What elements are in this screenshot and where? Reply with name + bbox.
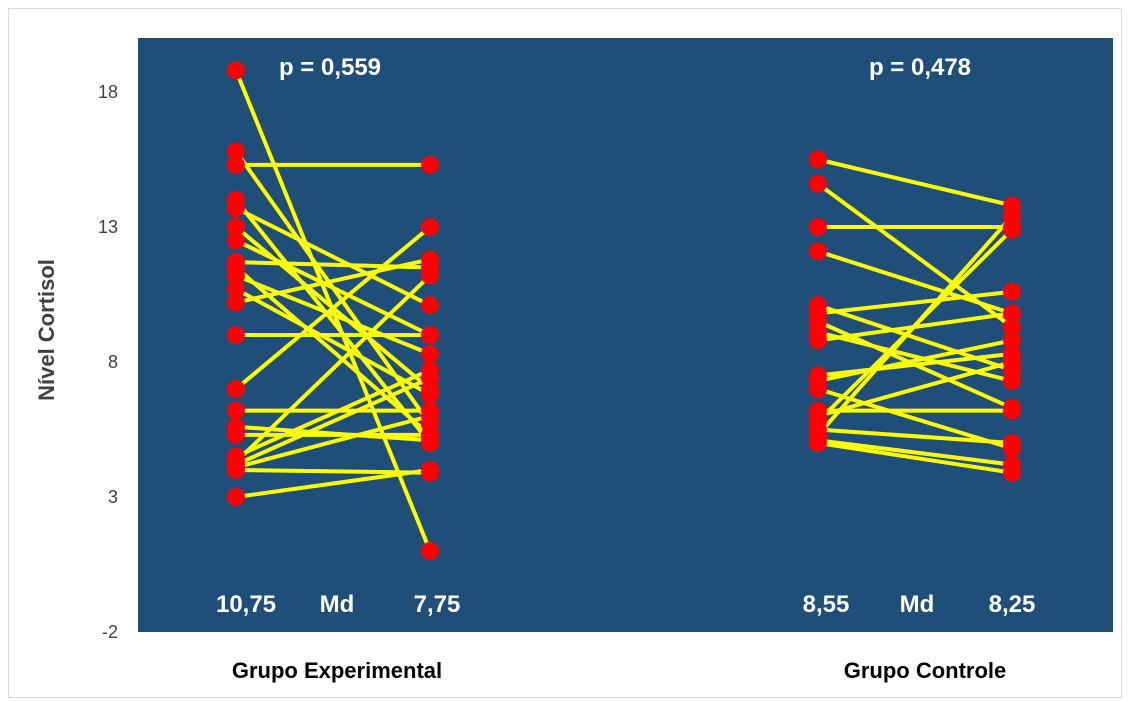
p-value-experimental: p = 0,559 (279, 54, 381, 81)
point-before (227, 326, 245, 344)
point-before (227, 266, 245, 285)
y-axis-ticks: -2 3 8 13 18 (98, 82, 118, 642)
point-before (809, 242, 827, 261)
median-label-controle: Md (900, 591, 935, 618)
point-after (1003, 304, 1021, 323)
point-before (227, 218, 245, 236)
pair-line (234, 206, 432, 308)
point-after (421, 385, 439, 404)
point-before (227, 488, 245, 506)
pair-line (234, 368, 432, 459)
pair-line (234, 468, 432, 475)
y-axis-label: Nível Cortisol (34, 259, 59, 401)
point-after (421, 218, 439, 236)
point-after (421, 369, 439, 388)
point-before (227, 293, 245, 312)
median-after-experimental: 7,75 (414, 591, 461, 618)
pair-line (234, 468, 432, 499)
point-after (1003, 401, 1021, 420)
point-before (227, 231, 245, 250)
pair-line (234, 225, 432, 391)
point-after (1003, 353, 1021, 371)
data-points (227, 61, 1021, 560)
point-after (1003, 331, 1021, 350)
point-before (227, 425, 245, 444)
pair-line (234, 238, 432, 337)
point-after (421, 326, 439, 344)
pair-line (816, 360, 1014, 418)
point-before (227, 142, 245, 161)
pair-line (234, 287, 432, 397)
point-after (1003, 282, 1021, 301)
point-before (227, 155, 245, 174)
point-after (421, 155, 439, 174)
point-after (421, 344, 439, 363)
point-after (1003, 463, 1021, 482)
median-label-experimental: Md (320, 591, 355, 618)
point-after (421, 407, 439, 425)
y-tick-label: 8 (108, 352, 118, 372)
point-before (227, 61, 245, 80)
pair-line (816, 157, 1014, 208)
point-after (421, 425, 439, 444)
group-label-controle: Grupo Controle (844, 658, 1007, 683)
point-after (1003, 207, 1021, 226)
point-after (421, 250, 439, 269)
point-before (809, 150, 827, 169)
point-after (1003, 434, 1021, 452)
pair-line (234, 273, 432, 356)
point-before (809, 434, 827, 452)
pair-line (234, 414, 432, 470)
pair-line (816, 214, 1014, 437)
paired-lines (234, 68, 1014, 553)
point-after (421, 266, 439, 285)
point-before (809, 218, 827, 236)
group-label-experimental: Grupo Experimental (232, 658, 442, 683)
pair-line (816, 289, 1014, 316)
point-after (421, 461, 439, 479)
pair-line (816, 427, 1014, 445)
point-before (227, 199, 245, 218)
point-before (809, 331, 827, 350)
pair-line (816, 351, 1014, 378)
pair-line (234, 198, 432, 445)
pair-line (816, 441, 1014, 475)
y-tick-label: 18 (98, 82, 118, 102)
p-value-controle: p = 0,478 (869, 54, 971, 81)
pair-line (234, 257, 432, 305)
median-before-experimental: 10,75 (216, 591, 276, 618)
point-before (809, 380, 827, 398)
point-after (421, 542, 439, 560)
point-before (227, 380, 245, 398)
point-after (421, 296, 439, 315)
y-tick-label: -2 (102, 622, 118, 642)
pair-line (816, 249, 1014, 316)
point-after (1003, 220, 1021, 239)
point-before (809, 174, 827, 193)
median-after-controle: 8,25 (989, 591, 1036, 618)
pair-line (234, 376, 432, 467)
point-before (227, 280, 245, 299)
pair-line (234, 273, 432, 464)
point-before (227, 461, 245, 479)
y-tick-label: 13 (98, 217, 118, 237)
median-before-controle: 8,55 (803, 591, 850, 618)
y-tick-label: 3 (108, 487, 118, 507)
point-before (227, 401, 245, 420)
point-after (1003, 371, 1021, 390)
pair-line (816, 338, 1014, 383)
point-after (1003, 317, 1021, 336)
pair-line (816, 438, 1014, 467)
